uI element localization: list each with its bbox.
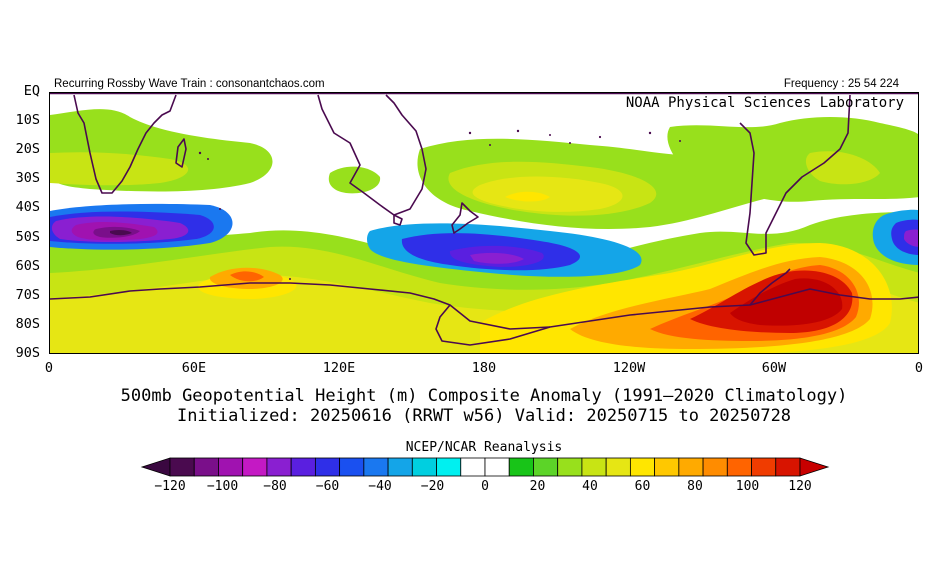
colorbar: [140, 457, 830, 477]
contour-yellow-pacific: [472, 176, 623, 212]
colorbar-swatch: [314, 457, 341, 477]
lon-tick-label: 180: [471, 360, 497, 376]
lat-tick-label: 50S: [15, 228, 40, 245]
colorbar-swatch: [726, 457, 752, 477]
coast-south-america: [739, 94, 851, 256]
colorbar-swatch: [436, 457, 462, 477]
contour-gold-pacific: [505, 191, 550, 202]
contour-indian-red: [230, 271, 264, 282]
lon-tick-label: 60E: [181, 360, 207, 376]
lon-tick-label: 120W: [612, 360, 646, 376]
colorbar-tick-label: −60: [315, 479, 340, 494]
colorbar-tick-label: 20: [529, 479, 546, 494]
colorbar-tick-label: 0: [481, 479, 489, 494]
colorbar-swatch: [508, 457, 534, 477]
colorbar-tick-label: −80: [263, 479, 287, 494]
lon-tick-label: 120E: [322, 360, 356, 376]
coast-ross-ice-shelf: [449, 304, 551, 330]
lat-tick-label: EQ: [23, 83, 40, 99]
colorbar-swatch: [290, 457, 316, 477]
colorbar-label: NCEP/NCAR Reanalysis: [405, 440, 563, 455]
contour-yg-south-america: [805, 151, 880, 185]
colorbar-tick-label: −100: [206, 479, 239, 494]
colorbar-over-arrow: [799, 457, 830, 477]
colorbar-under-arrow: [140, 457, 171, 477]
colorbar-swatch: [775, 457, 801, 477]
colorbar-swatch: [629, 457, 656, 477]
map-panel: NOAA Physical Sciences Laboratory: [49, 92, 919, 354]
colorbar-swatch: [751, 457, 777, 477]
coast-tasmania: [393, 214, 403, 226]
coast-new-zealand: [451, 202, 479, 234]
colorbar-swatch: [581, 457, 607, 477]
colorbar-swatch: [242, 457, 268, 477]
colorbar-swatch: [605, 457, 631, 477]
coastlines: [50, 94, 918, 346]
colorbar-swatch: [363, 457, 389, 477]
colorbar-swatch: [484, 457, 510, 477]
colorbar-swatch: [678, 457, 704, 477]
coast-madagascar: [175, 138, 187, 168]
colorbar-tick-label: 60: [634, 479, 651, 494]
contour-green-australia: [328, 166, 381, 194]
contour-yg-south-africa: [50, 152, 189, 186]
islands: [198, 129, 681, 280]
colorbar-tick-label: −40: [368, 479, 392, 494]
colorbar-swatch: [266, 457, 292, 477]
colorbar-tick-label: 40: [582, 479, 598, 494]
lat-tick-label: 40S: [15, 199, 40, 216]
contour-east-low-violet: [904, 229, 918, 247]
colorbar-swatch: [339, 457, 365, 477]
colorbar-swatch: [533, 457, 559, 477]
lon-tick-label: 0: [44, 360, 54, 376]
colorbar-tick-label: −20: [420, 479, 445, 494]
colorbar-tick-label: −120: [154, 479, 186, 494]
header-frequency-text: Frequency : 25 54 224: [783, 78, 899, 90]
chart-title-line2: Initialized: 20250616 (RRWT w56) Valid: …: [176, 406, 792, 426]
lat-tick-label: 60S: [15, 257, 40, 274]
colorbar-swatch: [702, 457, 728, 477]
lat-tick-label: 70S: [15, 286, 40, 303]
header-source-text: Recurring Rossby Wave Train : consonantc…: [54, 78, 325, 90]
colorbar-tick-label: 120: [788, 479, 812, 494]
colorbar-swatch: [169, 457, 195, 477]
anomaly-map: [50, 93, 918, 353]
chart-title-line1: 500mb Geopotential Height (m) Composite …: [120, 386, 848, 406]
colorbar-swatch: [654, 457, 680, 477]
lat-tick-label: 90S: [15, 345, 40, 361]
colorbar-tick-label: 100: [735, 479, 760, 494]
colorbar-tick-label: 80: [687, 479, 703, 494]
lat-tick-label: 80S: [15, 315, 40, 332]
colorbar-swatch: [387, 457, 413, 477]
lat-tick-label: 30S: [15, 170, 40, 187]
colorbar-swatch: [411, 457, 437, 477]
lat-tick-label: 10S: [15, 112, 40, 129]
coast-antarctica: [50, 282, 918, 346]
lon-tick-label: 60W: [761, 360, 787, 376]
map-credit: NOAA Physical Sciences Laboratory: [625, 95, 904, 111]
coast-antarctic-peninsula: [749, 268, 791, 306]
contour-low-core: [110, 229, 132, 236]
colorbar-swatch: [218, 457, 244, 477]
colorbar-swatch: [193, 457, 219, 477]
lon-tick-label: 0: [914, 360, 924, 376]
colorbar-swatch: [557, 457, 583, 477]
coast-africa: [73, 94, 177, 194]
lat-tick-label: 20S: [15, 141, 40, 158]
contour-pac-low-purple: [470, 252, 524, 264]
colorbar-swatch: [460, 457, 486, 477]
